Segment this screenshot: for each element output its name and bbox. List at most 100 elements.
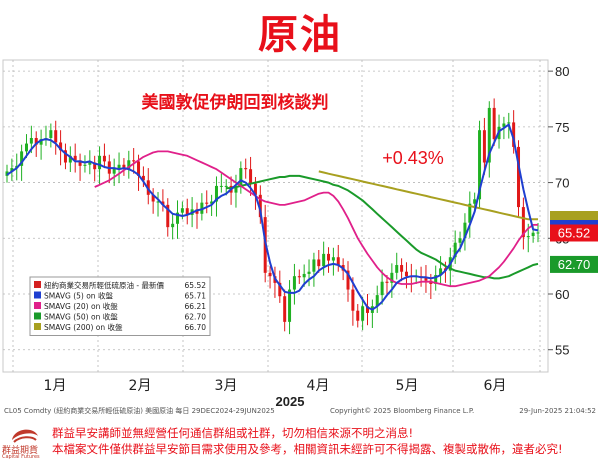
candle-body bbox=[468, 203, 472, 223]
price-flag-label: 65.52 bbox=[558, 225, 591, 240]
candle-body bbox=[283, 296, 287, 322]
candle-body bbox=[317, 259, 321, 267]
legend-swatch bbox=[34, 291, 41, 299]
candle-body bbox=[482, 130, 486, 163]
y-tick-label: 60 bbox=[555, 287, 569, 302]
page-title: 原油 bbox=[258, 12, 342, 58]
candle-body bbox=[249, 169, 253, 184]
candle-body bbox=[24, 143, 28, 152]
y-tick-label: 75 bbox=[555, 120, 569, 135]
legend-box bbox=[29, 276, 211, 336]
candle-body bbox=[512, 122, 516, 147]
candle-body bbox=[176, 212, 180, 224]
candle-body bbox=[141, 175, 145, 181]
x-tick-label: 2月 bbox=[129, 378, 152, 394]
candle-body bbox=[302, 273, 306, 278]
candle-body bbox=[390, 272, 394, 283]
legend-swatch bbox=[34, 312, 41, 320]
candle-body bbox=[375, 295, 379, 307]
candle-body bbox=[68, 155, 72, 163]
candle-body bbox=[434, 275, 438, 284]
candle-body bbox=[83, 164, 87, 166]
candle-body bbox=[73, 155, 77, 161]
candle-body bbox=[171, 223, 175, 228]
candle-body bbox=[297, 276, 301, 278]
candle-body bbox=[54, 130, 58, 143]
legend-label: SMAVG (20) on 收盤 bbox=[44, 301, 118, 311]
candle-body bbox=[517, 146, 521, 208]
legend-value: 66.21 bbox=[185, 302, 207, 311]
candle-body bbox=[112, 168, 116, 174]
candle-body bbox=[526, 236, 530, 238]
candle-body bbox=[365, 306, 369, 313]
candle-body bbox=[502, 123, 506, 127]
source-footer-right: 29-Jun-2025 21:04:52 bbox=[519, 407, 596, 415]
candle-body bbox=[180, 208, 184, 213]
candle-body bbox=[137, 161, 141, 176]
candle-body bbox=[492, 107, 496, 140]
candle-body bbox=[404, 271, 408, 277]
candle-body bbox=[122, 164, 126, 170]
candle-body bbox=[132, 160, 136, 162]
candle-body bbox=[156, 201, 160, 203]
candle-body bbox=[78, 160, 82, 166]
candle-body bbox=[463, 222, 467, 239]
candle-body bbox=[458, 238, 462, 243]
candle-body bbox=[453, 242, 457, 258]
candle-body bbox=[151, 194, 155, 202]
company-logo-icon bbox=[12, 429, 38, 443]
candle-body bbox=[346, 270, 350, 290]
disclaimer-line-2: 本檔案文件僅供群益早安節目需求使用及參考，相關資訊未經許可不得揭露、複製或散佈，… bbox=[52, 442, 563, 456]
candle-body bbox=[473, 199, 477, 204]
legend-swatch bbox=[34, 323, 41, 330]
candle-body bbox=[63, 150, 67, 163]
x-tick-label: 5月 bbox=[396, 378, 419, 394]
legend-swatch bbox=[34, 302, 41, 309]
candle-body bbox=[268, 272, 272, 277]
candle-body bbox=[102, 155, 106, 162]
candle-body bbox=[93, 162, 97, 170]
legend-value: 66.70 bbox=[185, 323, 207, 332]
candle-body bbox=[258, 194, 262, 218]
legend-value: 62.70 bbox=[185, 313, 207, 322]
price-flag bbox=[550, 224, 598, 242]
candle-body bbox=[521, 207, 525, 238]
candle-body bbox=[59, 142, 63, 151]
candle-body bbox=[234, 187, 238, 193]
legend-label: SMAVG (200) on 收盤 bbox=[44, 322, 123, 332]
candle-body bbox=[166, 204, 170, 228]
candle-body bbox=[185, 208, 189, 215]
y-tick-label: 70 bbox=[555, 176, 569, 191]
x-tick-label: 1月 bbox=[44, 378, 67, 394]
x-tick-label: 6月 bbox=[484, 378, 507, 394]
candle-body bbox=[244, 168, 248, 170]
candle-body bbox=[424, 277, 428, 281]
candle-body bbox=[288, 289, 292, 322]
y-tick-label: 80 bbox=[555, 64, 569, 79]
smavg20-line bbox=[94, 150, 539, 288]
candle-body bbox=[205, 202, 209, 204]
smavg200-line bbox=[318, 170, 538, 221]
candle-body bbox=[195, 209, 199, 214]
candle-body bbox=[487, 107, 491, 163]
disclaimer-line-1: 群益早安講師並無經營任何通信群組或社群，切勿相信來源不明之消息! bbox=[52, 426, 414, 440]
price-flag bbox=[550, 255, 598, 273]
candle-body bbox=[439, 268, 443, 276]
smavg5-line bbox=[6, 123, 539, 311]
legend-label: SMAVG (5) on 收盤 bbox=[44, 291, 113, 301]
candle-body bbox=[20, 151, 24, 166]
candle-body bbox=[219, 185, 223, 187]
candle-body bbox=[400, 265, 404, 272]
company-logo-subtext: Capital Futures bbox=[2, 454, 40, 460]
annotation-change-pct: +0.43% bbox=[382, 148, 444, 168]
candle-body bbox=[322, 253, 326, 267]
candle-body bbox=[336, 257, 340, 266]
candle-body bbox=[531, 232, 535, 237]
legend-swatch bbox=[34, 281, 41, 288]
candle-body bbox=[214, 185, 218, 202]
candle-body bbox=[385, 281, 389, 283]
legend-label: SMAVG (50) on 收盤 bbox=[44, 312, 118, 322]
candle-body bbox=[88, 162, 92, 165]
candle-body bbox=[210, 201, 214, 204]
candle-body bbox=[327, 253, 331, 261]
